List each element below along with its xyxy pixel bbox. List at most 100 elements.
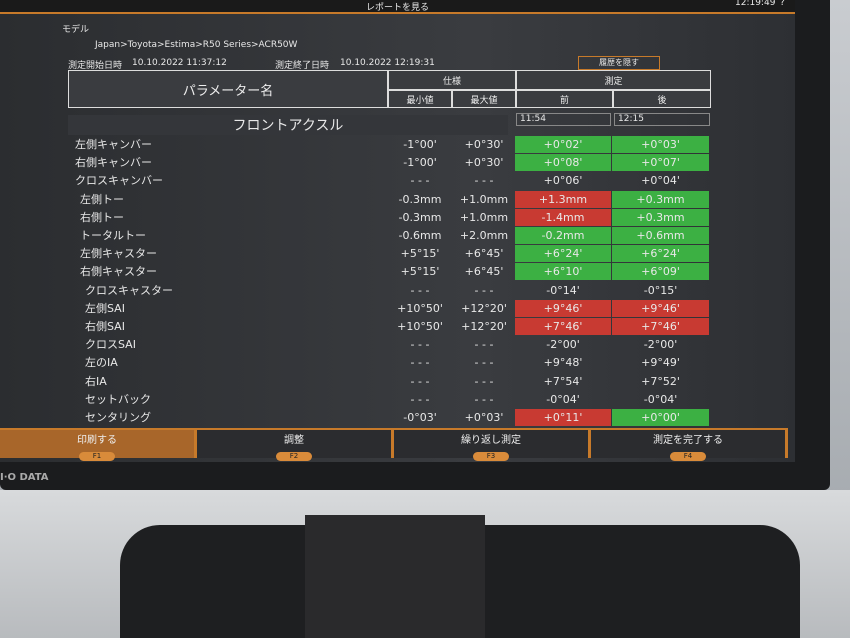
max-value: +2.0mm [459,229,509,242]
min-value: -0.3mm [398,192,442,206]
max-value: +1.0mm [459,192,509,206]
param-name: 右側キャスター [80,265,157,279]
window-title: レポートを見る [365,3,429,13]
before-value: +9°46' [515,299,611,317]
max-value: - - - [474,174,494,188]
param-name: クロスSAI [85,338,136,352]
max-value: +0°03' [464,411,504,424]
button-label: 繰り返し測定 [461,435,521,446]
help-button[interactable]: ? [780,0,785,8]
end-label: 測定終了日時 [275,61,330,71]
before-value: +7°54' [543,374,583,388]
after-value: -2°00' [643,338,678,352]
function-button[interactable]: 印刷する F1 [0,428,197,461]
max-value: +0°30' [464,138,504,151]
after-value: +7°46' [612,318,709,335]
button-label: 調整 [284,435,304,446]
after-value: +0°03' [612,136,709,153]
after-value: +6°24' [612,245,709,263]
min-header: 最小値 [388,90,452,108]
brand: I·O DATA [0,472,49,483]
max-value: - - - [474,356,494,370]
min-value: -0°03' [403,411,437,424]
hide-history-button[interactable]: 履歴を隠す [578,56,660,70]
function-key: F1 [79,452,115,461]
before-value: +7°46' [515,318,611,335]
param-name: 右側SAI [85,320,125,333]
max-value: +6°45' [464,247,504,261]
before-value: +1.3mm [515,190,611,208]
after-value: +0°00' [612,409,709,426]
before-value: -0°04' [546,392,580,406]
min-value: -1°00' [403,138,437,151]
after-value: +0.6mm [612,227,709,244]
max-value: - - - [474,374,494,388]
screen: レポートを見る 12:19:49 ? モデル Japan>Toyota>Esti… [0,0,795,462]
start-label: 測定開始日時 [68,61,123,71]
before-value: +9°48' [543,356,583,370]
before-value: -1.4mm [515,208,611,226]
button-label: 印刷する [77,435,117,446]
model-label: モデル [62,25,90,35]
max-value: +6°45' [464,265,504,279]
title-bar: レポートを見る 12:19:49 ? [0,0,795,14]
after-time-select[interactable]: 12:15 [614,113,710,126]
param-name: センタリング [85,411,151,424]
model-path: Japan>Toyota>Estima>R50 Series>ACR50W [95,40,298,50]
max-value: - - - [474,283,494,297]
param-name: 左側SAI [85,301,125,315]
before-value: +0°11' [515,409,611,426]
function-key: F4 [670,452,706,461]
param-name: クロスキャンバー [75,174,163,188]
function-button[interactable]: 繰り返し測定 F3 [394,428,591,461]
max-value: +1.0mm [459,210,509,224]
param-name: 左のIA [85,356,118,370]
min-value: -0.6mm [398,229,442,242]
min-value: +10°50' [397,301,443,315]
min-value: +5°15' [400,247,440,261]
clock: 12:19:49 [735,0,776,8]
function-button[interactable]: 調整 F2 [197,428,394,461]
min-value: +5°15' [400,265,440,279]
after-value: +0°04' [641,174,680,188]
min-value: -0.3mm [398,210,442,224]
section-title: フロントアクスル [68,115,508,135]
spec-header: 仕様 [388,70,516,90]
after-value: +9°49' [641,356,680,370]
after-header: 後 [613,90,711,108]
param-name: 左側キャンバー [75,138,152,151]
param-header: パラメーター名 [68,70,388,108]
param-name: 左側キャスター [80,247,157,261]
after-value: -0°04' [643,392,678,406]
min-value: - - - [410,374,430,388]
before-value: -0.2mm [515,227,611,244]
param-name: トータルトー [80,229,146,242]
after-value: +6°09' [612,263,709,281]
button-label: 測定を完了する [653,435,723,446]
min-value: - - - [410,356,430,370]
param-name: セットバック [85,392,151,406]
function-button[interactable]: 測定を完了する F4 [591,428,788,461]
min-value: -1°00' [403,156,437,170]
function-key: F2 [276,452,312,461]
max-value: - - - [474,392,494,406]
before-value: +0°02' [515,136,611,153]
after-value: -0°15' [643,283,678,297]
min-value: +10°50' [397,320,443,333]
before-time-select[interactable]: 11:54 [516,113,611,126]
after-value: +0°07' [612,154,709,172]
max-value: +12°20' [461,320,507,333]
param-name: クロスキャスター [85,283,173,297]
after-value: +0.3mm [612,190,709,208]
param-name: 右側トー [80,210,124,224]
function-key: F3 [473,452,509,461]
min-value: - - - [410,174,430,188]
max-value: - - - [474,338,494,352]
end-value: 10.10.2022 12:19:31 [340,58,435,68]
before-value: -2°00' [546,338,580,352]
before-header: 前 [516,90,613,108]
max-value: +12°20' [461,301,507,315]
min-value: - - - [410,283,430,297]
param-name: 右IA [85,374,107,388]
